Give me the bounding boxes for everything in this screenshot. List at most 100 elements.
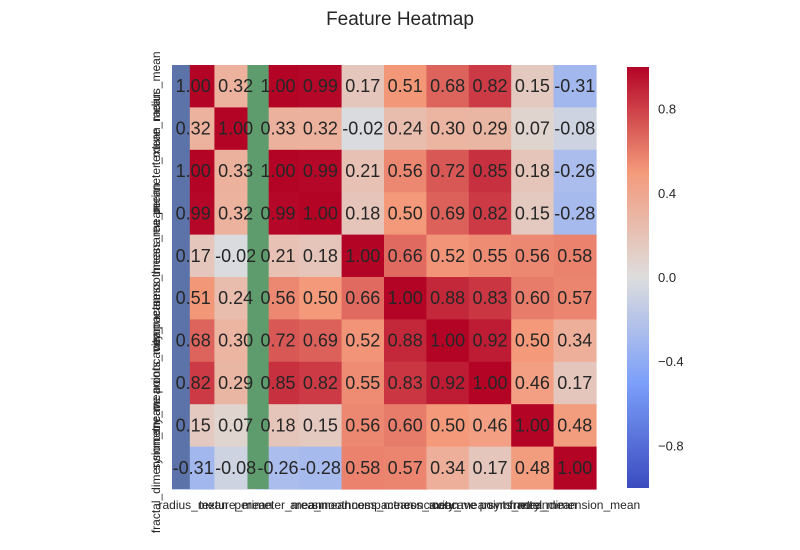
x-tick-label: smoothness_mean [312,498,413,512]
colorbar-tick-label: −0.4 [658,354,684,369]
cell-value-label: -0.31 [173,458,214,478]
cell-value-label: 0.07 [218,415,253,435]
heatmap-cells [172,65,597,490]
y-tick-labels: radius_meantexture_meanperimeter_meanare… [149,52,163,534]
heatmap-cell [511,404,555,448]
heatmap-cell [511,361,555,405]
cell-value-label: 0.50 [430,415,465,435]
heatmap-cell [384,149,427,193]
cell-value-label: 0.51 [176,288,211,308]
x-tick-label: area_mean [290,498,351,512]
cell-value-labels: 1.00 0.32 1.00 0.99 0.17 0.51 0.68 0.82 0.15 -0.3… [173,76,596,478]
cell-value-label: 0.99 [260,203,295,223]
cell-value-label: -0.26 [554,161,595,181]
cell-value-label: 0.32 [176,119,211,139]
heatmap-cell [341,107,385,151]
heatmap-cell [553,446,597,490]
cell-value-label: 0.24 [218,288,253,308]
y-tick-label: radius_mean [149,52,163,121]
heatmap-cell [299,319,343,363]
heatmap-cell [468,234,512,278]
x-tick-label: compactness_mean [352,498,459,512]
cell-value-label: 1.00 [218,119,253,139]
heatmap-cell [299,192,343,236]
heatmap-cell [384,107,427,151]
heatmap-cell [426,404,470,448]
cell-value-label: 0.57 [557,288,592,308]
heatmap-cell [511,319,555,363]
heatmap-cell [468,319,512,363]
y-tick-label: fractal_dimension_mean [149,402,163,533]
cell-value-label: 0.17 [176,246,211,266]
cell-value-label: 0.32 [218,203,253,223]
cell-value-label: 1.00 [472,373,507,393]
cell-value-label: 0.48 [557,415,592,435]
cell-value-label: 0.66 [388,246,423,266]
colorbar-gradient [627,67,649,488]
heatmap-cell [553,234,597,278]
cell-value-label: 0.92 [430,373,465,393]
heatmap-cell [553,65,597,108]
cell-value-label: 0.32 [218,76,253,96]
cell-value-label: 0.85 [260,373,295,393]
cell-value-label: 0.29 [218,373,253,393]
heatmap-cell [426,234,470,278]
heatmap-cell [384,65,427,108]
cell-value-label: 0.21 [260,246,295,266]
cell-value-label: 0.07 [515,119,550,139]
heatmap-cell [341,234,385,278]
cell-value-label: 0.69 [303,331,338,351]
cell-value-label: 0.46 [515,373,550,393]
heatmap-cell [299,149,343,193]
cell-value-label: 0.15 [515,76,550,96]
cell-value-label: 0.55 [345,373,380,393]
chart-title: Feature Heatmap [326,9,474,30]
heatmap-cell [299,361,343,405]
heatmap-cell [299,65,343,108]
heatmap-cell [511,192,555,236]
x-tick-label: texture_mean [199,498,272,512]
heatmap-cell [468,446,512,490]
cell-value-label: -0.08 [554,119,595,139]
heatmap-cell [341,277,385,320]
cell-value-label: 0.68 [430,76,465,96]
heatmap-cell [299,404,343,448]
y-tick-label: concave points_mean [149,325,163,442]
cell-value-label: 1.00 [176,76,211,96]
cell-value-label: 0.72 [430,161,465,181]
heatmap-cell [384,277,427,320]
heatmap-cell [341,361,385,405]
cell-value-label: 1.00 [557,458,592,478]
cell-value-label: 0.50 [388,203,423,223]
cell-value-label: 0.18 [515,161,550,181]
y-tick-label: area_mean [149,183,163,244]
heatmap-cell [511,107,555,151]
colorbar-tick-label: −0.8 [658,438,684,453]
heatmap-cell [468,277,512,320]
heatmap-cell [468,149,512,193]
cell-value-label: 0.46 [472,415,507,435]
x-tick-labels: radius_meantexture_meanperimeter_meanare… [159,498,641,512]
heatmap-cell [426,361,470,405]
cell-value-label: 0.88 [388,331,423,351]
cell-value-label: 0.29 [472,119,507,139]
x-tick-label: fractal_dimension_mean [509,498,640,512]
cell-value-label: 0.82 [303,373,338,393]
heatmap-cell [468,65,512,108]
cell-value-label: 0.50 [303,288,338,308]
cell-value-label: 0.32 [303,119,338,139]
cell-value-label: 0.56 [345,415,380,435]
y-tick-label: smoothness_mean [149,205,163,306]
cell-value-label: 1.00 [430,331,465,351]
cell-value-label: 0.52 [430,246,465,266]
cell-value-label: 0.17 [557,373,592,393]
cell-value-label: 1.00 [345,246,380,266]
x-tick-label: symmetry_mean [488,498,577,512]
heatmap-cell [299,277,343,320]
heatmap-cell [384,234,427,278]
heatmap-cell [426,446,470,490]
overlay-bar [247,65,269,489]
colorbar: 0.8 0.4 0.0 −0.4 −0.8 [627,67,684,488]
heatmap-cell [553,192,597,236]
